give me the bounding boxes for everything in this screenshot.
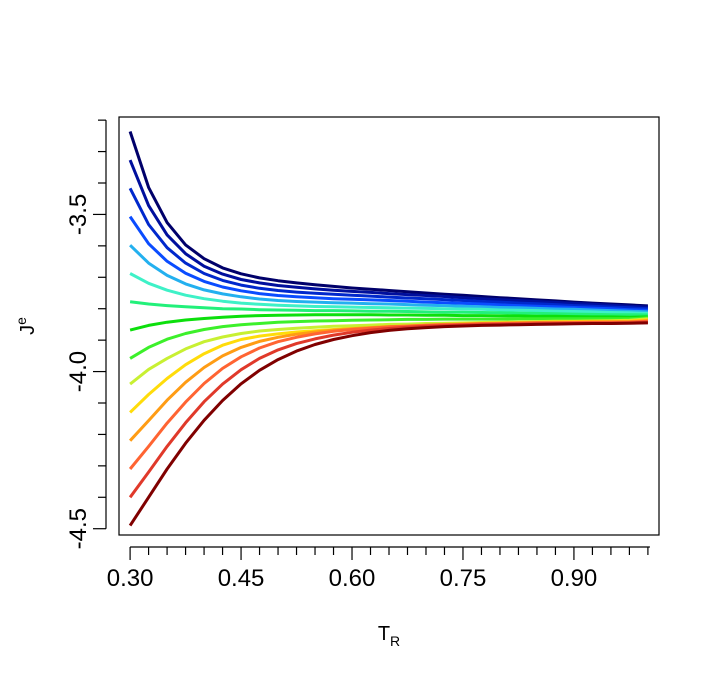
y-axis-title-superscript: e bbox=[13, 317, 29, 325]
series-line-9 bbox=[129, 316, 648, 360]
y-tick-label: -3.5 bbox=[65, 194, 92, 235]
series-line-6 bbox=[129, 272, 648, 315]
series-line-13 bbox=[128, 319, 648, 470]
series-line-5 bbox=[129, 244, 648, 314]
series-line-2 bbox=[128, 159, 648, 309]
series-line-15 bbox=[128, 321, 648, 527]
x-tick-label: 0.30 bbox=[107, 565, 154, 592]
plot-box bbox=[118, 116, 660, 536]
x-tick-label: 0.45 bbox=[218, 565, 265, 592]
series-line-8 bbox=[129, 313, 648, 332]
x-tick-label: 0.90 bbox=[551, 565, 598, 592]
series-group bbox=[128, 131, 649, 527]
x-axis-title-main: T bbox=[378, 623, 390, 645]
x-tick-label: 0.75 bbox=[440, 565, 487, 592]
x-tick-label: 0.60 bbox=[329, 565, 376, 592]
series-line-1 bbox=[128, 131, 648, 308]
x-axis-title-subscript: R bbox=[390, 633, 400, 649]
series-line-4 bbox=[128, 215, 648, 312]
y-tick-label: -4.0 bbox=[65, 351, 92, 392]
axes-group: 0.30 0.45 0.60 0.75 0.90 -4.5 -4.0 -3.5 bbox=[65, 119, 650, 592]
series-line-14 bbox=[128, 320, 648, 499]
y-axis-title-main: J bbox=[17, 325, 39, 335]
x-axis-title: TR bbox=[378, 623, 400, 649]
y-tick-label: -4.5 bbox=[65, 508, 92, 549]
series-line-7 bbox=[129, 300, 648, 317]
y-axis-title: Je bbox=[13, 317, 39, 335]
series-line-3 bbox=[128, 187, 648, 311]
